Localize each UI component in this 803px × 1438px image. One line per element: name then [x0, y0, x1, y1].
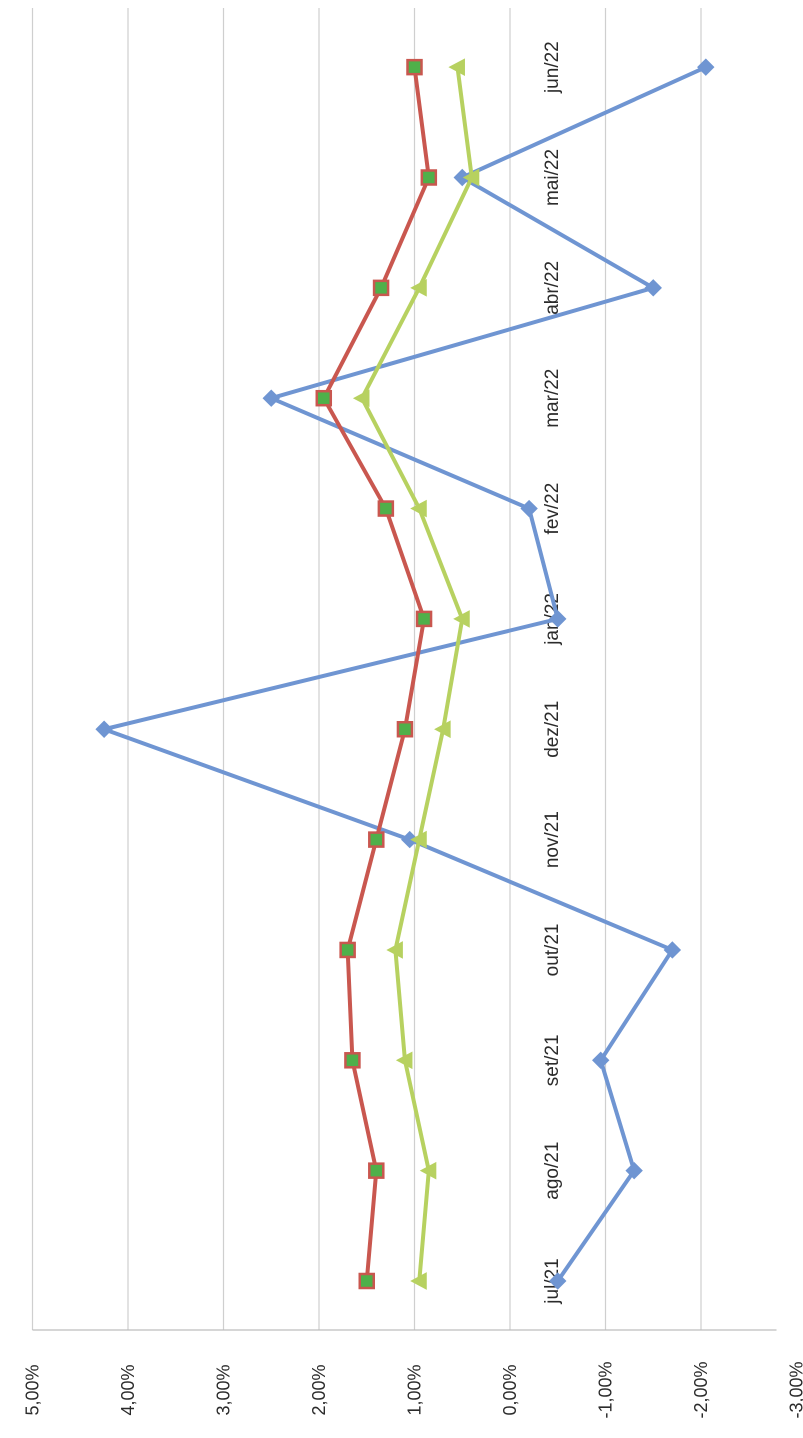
data-point: [406, 58, 423, 76]
data-point: [549, 1272, 567, 1290]
data-point: [462, 168, 480, 187]
category-label: mar/22: [542, 369, 563, 428]
series-1: [95, 58, 715, 1290]
data-point: [396, 721, 414, 738]
series-3: [352, 58, 480, 1290]
category-label: jun/22: [542, 41, 563, 94]
value-tick-label: -1,00%: [596, 1361, 616, 1418]
data-point: [95, 720, 113, 738]
data-point: [339, 941, 356, 959]
data-point: [315, 389, 333, 407]
series-line: [102, 65, 707, 1283]
data-point: [377, 500, 395, 517]
data-point: [420, 169, 438, 186]
value-tick-label: 2,00%: [309, 1364, 329, 1415]
data-point: [453, 168, 471, 187]
series-2: [315, 58, 438, 1290]
data-point: [368, 831, 385, 848]
value-tick-label: -2,00%: [691, 1361, 711, 1418]
category-label: mai/22: [542, 149, 563, 206]
data-point: [663, 941, 682, 959]
value-tick-label: -3,00%: [787, 1361, 803, 1418]
data-point: [644, 279, 662, 297]
value-tick-label: 1,00%: [405, 1364, 425, 1415]
data-point: [262, 389, 280, 407]
data-point: [410, 499, 427, 518]
data-point: [448, 58, 465, 76]
grid-lines: [31, 8, 777, 1331]
value-tick-label: 4,00%: [118, 1364, 138, 1415]
data-point: [625, 1161, 643, 1180]
category-label: abr/22: [542, 261, 563, 315]
data-point: [386, 941, 403, 959]
data-point: [592, 1051, 610, 1070]
data-point: [410, 830, 427, 849]
data-point: [395, 1051, 413, 1070]
data-point: [549, 610, 567, 628]
data-point: [697, 58, 715, 76]
series-layer: [95, 58, 715, 1290]
category-labels: jul/21ago/21set/21out/21nov/21dez/21jan/…: [542, 41, 563, 1304]
category-label: nov/21: [542, 811, 563, 868]
data-point: [358, 1272, 375, 1290]
category-label: fev/22: [542, 483, 563, 535]
data-point: [410, 1272, 427, 1290]
data-point: [415, 610, 433, 628]
value-tick-label: 0,00%: [500, 1364, 520, 1415]
data-point: [434, 720, 451, 739]
value-tick-label: 3,00%: [214, 1364, 234, 1415]
series-line: [321, 66, 431, 1282]
category-label: out/21: [542, 924, 563, 977]
data-point: [352, 389, 370, 408]
data-point: [344, 1052, 361, 1069]
data-point: [453, 610, 470, 628]
category-label: set/21: [542, 1034, 563, 1086]
value-tick-labels: 5,00% 4,00% 3,00% 2,00% 1,00% 0,00% -1,00% -2,0…: [23, 1361, 803, 1418]
data-point: [520, 499, 538, 518]
data-point: [401, 830, 419, 849]
category-label: ago/21: [542, 1142, 563, 1200]
data-point: [372, 279, 390, 297]
category-label: dez/21: [542, 701, 563, 758]
data-point: [419, 1161, 437, 1180]
data-point: [368, 1162, 385, 1179]
value-tick-label: 5,00%: [23, 1364, 43, 1415]
series-line: [359, 66, 474, 1282]
data-point: [410, 279, 427, 297]
